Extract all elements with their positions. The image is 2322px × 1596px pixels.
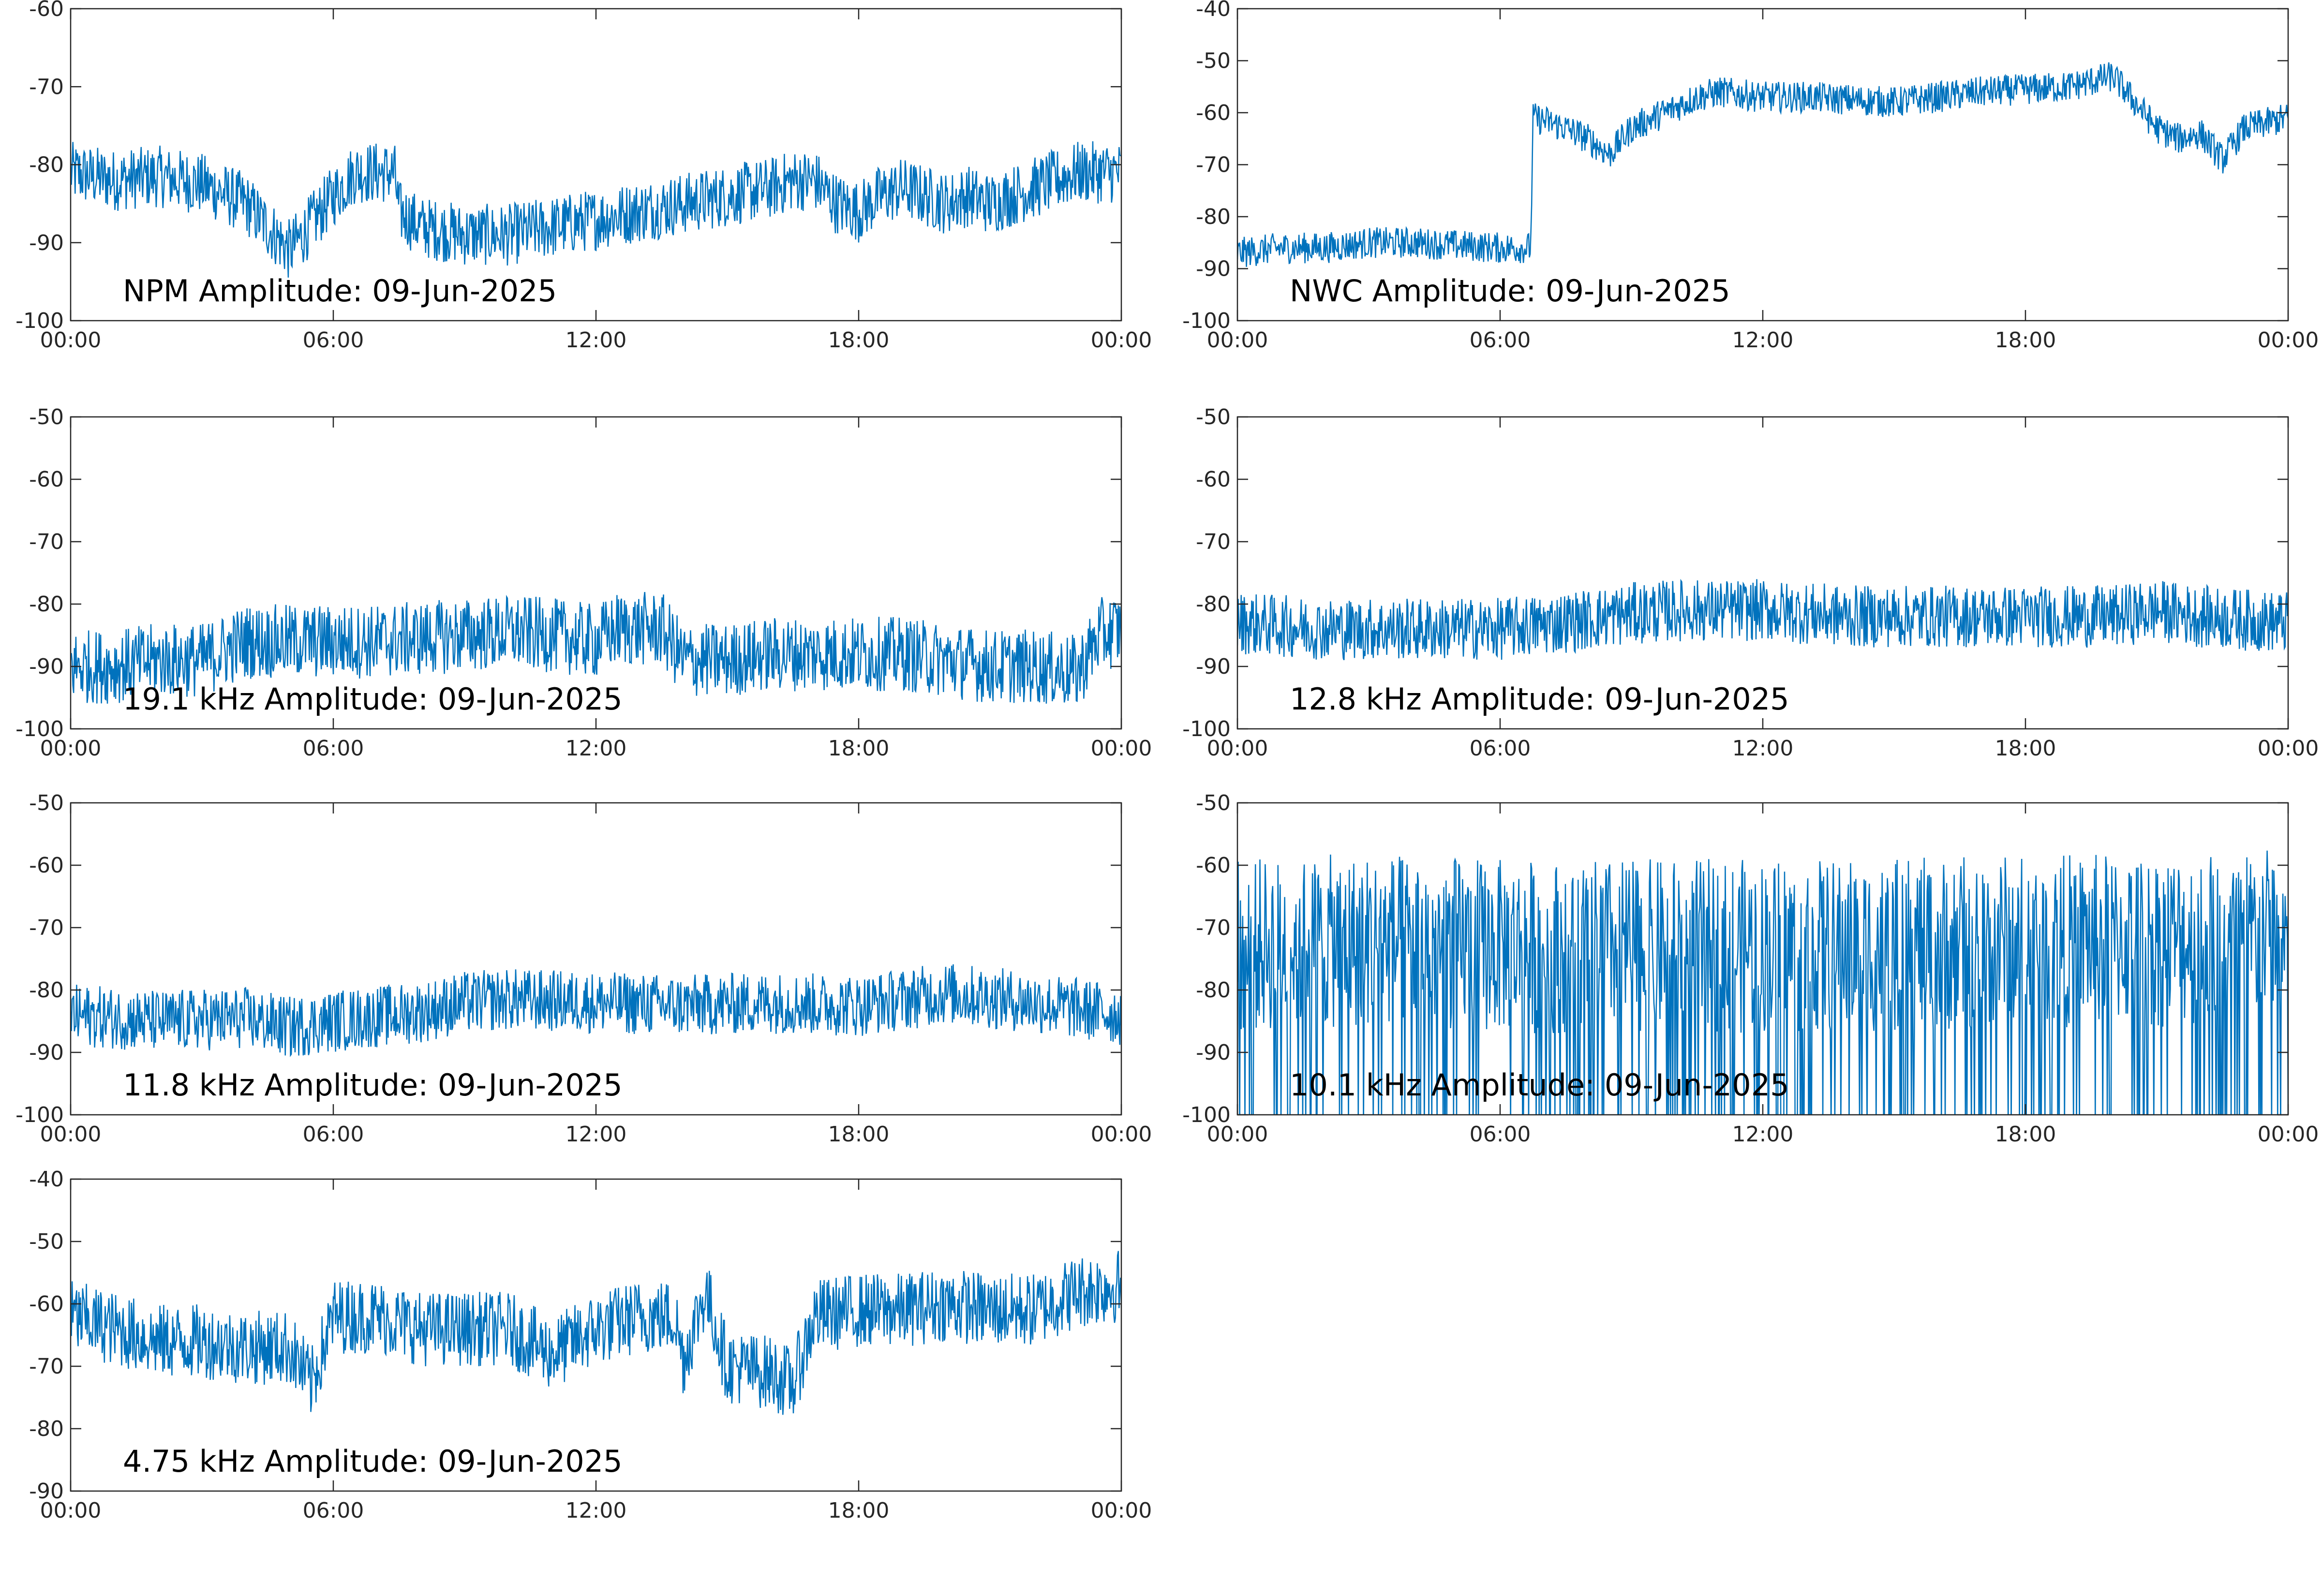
y-tick-label: -40 <box>1196 0 1231 21</box>
y-tick-label: -80 <box>29 592 64 617</box>
y-tick-label: -90 <box>29 654 64 679</box>
y-tick-label: -80 <box>1196 592 1231 617</box>
x-tick-label: 00:00 <box>1207 328 1268 353</box>
amplitude-trace <box>71 141 1121 278</box>
x-tick-label: 00:00 <box>1091 1498 1152 1523</box>
x-tick-label: 18:00 <box>828 328 890 353</box>
panel-7: 00:00 06:00 12:00 18:00 00:00 -40 -50 -60 -70 -80… <box>29 1167 1152 1523</box>
y-tick-label: -60 <box>29 1292 64 1316</box>
x-tick-label: 06:00 <box>1470 1122 1531 1147</box>
x-tick-label: 18:00 <box>1995 736 2056 761</box>
y-tick-label: -60 <box>1196 853 1231 878</box>
y-tick-label: -90 <box>29 231 64 255</box>
x-tick-label: 00:00 <box>2258 328 2319 353</box>
amplitude-trace <box>71 1251 1121 1415</box>
y-tick-label: -60 <box>29 467 64 492</box>
panel-5: 00:00 06:00 12:00 18:00 00:00 -50 -60 -70 -80 -90… <box>15 791 1152 1147</box>
x-tick-label: 00:00 <box>1207 736 1268 761</box>
panel-title: 19.1 kHz Amplitude: 09-Jun-2025 <box>123 681 623 717</box>
x-tick-label: 06:00 <box>303 328 364 353</box>
x-tick-label: 00:00 <box>2258 1122 2319 1147</box>
y-tick-label: -50 <box>29 791 64 815</box>
x-tick-label: 06:00 <box>303 736 364 761</box>
x-tick-label: 18:00 <box>828 1498 890 1523</box>
x-tick-label: 00:00 <box>40 736 102 761</box>
y-tick-label: -70 <box>29 1354 64 1379</box>
y-tick-label: -90 <box>1196 1040 1231 1065</box>
panel-title: NWC Amplitude: 09-Jun-2025 <box>1290 273 1730 309</box>
y-tick-label: -50 <box>29 1229 64 1254</box>
y-tick-label: -80 <box>1196 205 1231 229</box>
y-tick-label: -100 <box>1182 309 1231 333</box>
y-tick-label: -100 <box>15 309 64 333</box>
y-tick-label: -60 <box>1196 467 1231 492</box>
x-tick-label: 00:00 <box>1091 736 1152 761</box>
y-tick-label: -80 <box>29 978 64 1003</box>
x-tick-label: 00:00 <box>1091 1122 1152 1147</box>
x-tick-label: 00:00 <box>2258 736 2319 761</box>
amplitude-trace <box>71 591 1121 704</box>
x-tick-label: 00:00 <box>1091 328 1152 353</box>
y-tick-label: -60 <box>29 853 64 878</box>
y-tick-label: -40 <box>29 1167 64 1192</box>
y-tick-label: -70 <box>29 916 64 940</box>
panel-title: 12.8 kHz Amplitude: 09-Jun-2025 <box>1290 681 1789 717</box>
x-tick-label: 18:00 <box>1995 1122 2056 1147</box>
x-tick-label: 06:00 <box>303 1498 364 1523</box>
x-tick-label: 06:00 <box>303 1122 364 1147</box>
y-tick-label: -70 <box>29 74 64 99</box>
y-tick-label: -80 <box>29 1417 64 1441</box>
panel-4: 00:00 06:00 12:00 18:00 00:00 -50 -60 -70 -80 -90… <box>1182 405 2319 761</box>
y-tick-label: -70 <box>1196 916 1231 940</box>
y-tick-label: -60 <box>1196 101 1231 125</box>
x-tick-label: 12:00 <box>1732 328 1794 353</box>
x-tick-label: 00:00 <box>1207 1122 1268 1147</box>
y-tick-label: -50 <box>1196 49 1231 74</box>
x-tick-label: 12:00 <box>566 1498 627 1523</box>
panel-title: 10.1 kHz Amplitude: 09-Jun-2025 <box>1290 1067 1789 1103</box>
x-tick-label: 00:00 <box>40 328 102 353</box>
y-tick-label: -90 <box>1196 654 1231 679</box>
x-tick-label: 06:00 <box>1470 736 1531 761</box>
y-tick-label: -90 <box>29 1040 64 1065</box>
x-tick-label: 00:00 <box>40 1498 102 1523</box>
y-tick-label: -100 <box>15 1103 64 1127</box>
y-tick-label: -80 <box>29 153 64 177</box>
x-tick-label: 12:00 <box>1732 1122 1794 1147</box>
x-tick-label: 12:00 <box>1732 736 1794 761</box>
x-tick-label: 12:00 <box>566 736 627 761</box>
y-tick-label: -70 <box>1196 530 1231 554</box>
y-tick-label: -80 <box>1196 978 1231 1003</box>
x-tick-label: 12:00 <box>566 328 627 353</box>
amplitude-trace <box>1237 578 2288 661</box>
y-tick-label: -60 <box>29 0 64 21</box>
x-tick-label: 06:00 <box>1470 328 1531 353</box>
x-tick-label: 18:00 <box>828 736 890 761</box>
y-tick-label: -100 <box>1182 717 1231 741</box>
amplitude-trace <box>1237 62 2288 267</box>
x-tick-label: 18:00 <box>1995 328 2056 353</box>
x-tick-label: 00:00 <box>40 1122 102 1147</box>
y-tick-label: -70 <box>1196 153 1231 177</box>
panel-3: 00:00 06:00 12:00 18:00 00:00 -50 -60 -70 -80 -90… <box>15 405 1152 761</box>
x-tick-label: 12:00 <box>566 1122 627 1147</box>
panel-title: 4.75 kHz Amplitude: 09-Jun-2025 <box>123 1444 623 1479</box>
amplitude-trace <box>1237 850 2288 1115</box>
y-tick-label: -90 <box>1196 257 1231 281</box>
panel-title: 11.8 kHz Amplitude: 09-Jun-2025 <box>123 1067 623 1103</box>
y-tick-label: -50 <box>1196 791 1231 815</box>
y-tick-label: -100 <box>15 717 64 741</box>
panel-1: 00:00 06:00 12:00 18:00 00:00 -60 -70 -80 -90 -10… <box>15 0 1152 353</box>
y-tick-label: -100 <box>1182 1103 1231 1127</box>
x-tick-label: 18:00 <box>828 1122 890 1147</box>
amplitude-trace <box>71 964 1121 1057</box>
panel-title: NPM Amplitude: 09-Jun-2025 <box>123 273 557 309</box>
y-tick-label: -50 <box>1196 405 1231 429</box>
panel-6: 00:00 06:00 12:00 18:00 00:00 -50 -60 -70 -80 -90… <box>1182 791 2319 1147</box>
y-tick-label: -50 <box>29 405 64 429</box>
y-tick-label: -70 <box>29 530 64 554</box>
y-tick-label: -90 <box>29 1479 64 1504</box>
panel-2: 00:00 06:00 12:00 18:00 00:00 -40 -50 -60 -70 -80… <box>1182 0 2319 353</box>
